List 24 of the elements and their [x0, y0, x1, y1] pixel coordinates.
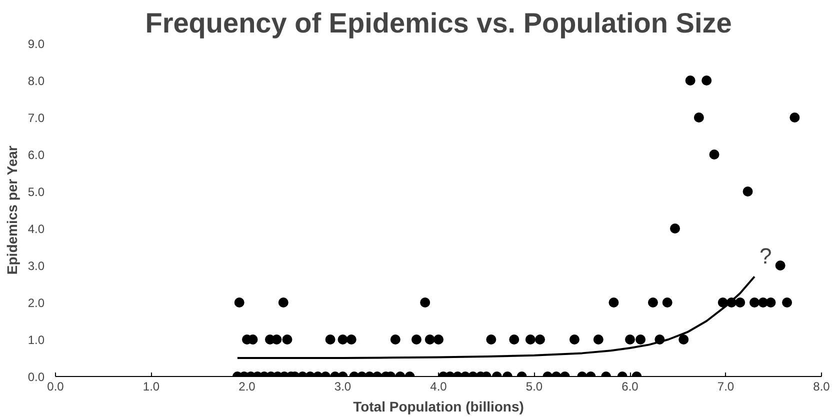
y-tick-label: 2.0 — [28, 296, 45, 310]
x-axis-title: Total Population (billions) — [353, 398, 524, 414]
x-tick-label: 2.0 — [238, 380, 256, 394]
y-tick-label: 8.0 — [28, 74, 45, 88]
y-tick-label: 0.0 — [28, 370, 45, 384]
x-tick-label: 7.0 — [717, 380, 734, 394]
x-tick-label: 4.0 — [430, 380, 448, 394]
y-tick-label: 7.0 — [28, 111, 45, 125]
x-tick-label: 3.0 — [334, 380, 352, 394]
y-tick-label: 6.0 — [28, 148, 45, 162]
y-tick-label: 5.0 — [28, 185, 45, 199]
y-tick-label: 1.0 — [28, 333, 45, 347]
x-tick-label: 0.0 — [47, 380, 64, 394]
x-tick-label: 1.0 — [142, 380, 160, 394]
x-tick-label: 8.0 — [813, 380, 830, 394]
annotation: ? — [759, 244, 772, 269]
line-series — [236, 276, 756, 359]
y-tick-label: 3.0 — [28, 259, 45, 273]
chart-title: Frequency of Epidemics vs. Population Size — [145, 8, 732, 38]
y-tick-label: 4.0 — [28, 222, 45, 236]
y-tick-label: 9.0 — [28, 37, 45, 51]
y-axis-title: Epidemics per Year — [4, 145, 20, 275]
x-tick-label: 6.0 — [622, 380, 639, 394]
x-tick-label: 5.0 — [526, 380, 543, 394]
